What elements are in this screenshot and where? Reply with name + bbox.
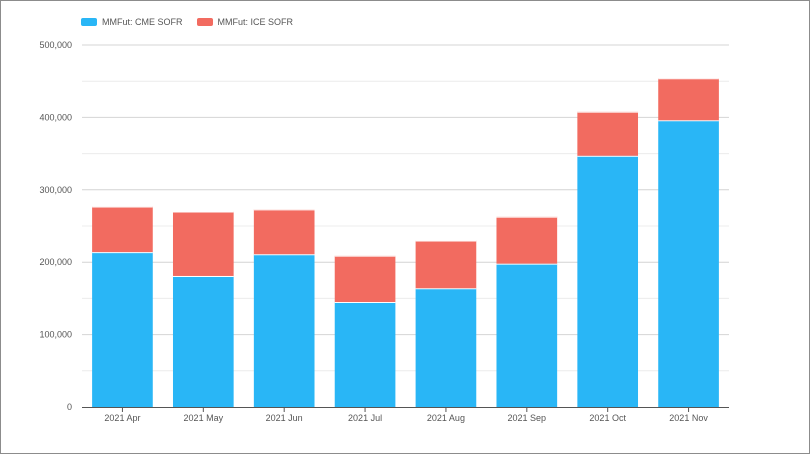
legend-swatch-cme-sofr [81,18,97,26]
bar-ice-sofr[interactable] [334,255,396,303]
y-tick-label: 300,000 [39,185,72,195]
x-tick-label: 2021 Oct [589,413,626,423]
x-tick-label: 2021 Apr [104,413,140,423]
bar-ice-sofr[interactable] [172,211,234,276]
y-tick-label: 100,000 [39,330,72,340]
y-tick-label: 500,000 [39,40,72,50]
bar-ice-sofr[interactable] [496,216,558,264]
bar-cme-sofr[interactable] [415,288,477,407]
bar-cme-sofr[interactable] [496,263,558,407]
bar-ice-sofr[interactable] [415,240,477,289]
x-tick-label: 2021 Nov [669,413,708,423]
legend-item-ice-sofr[interactable]: MMFut: ICE SOFR [196,17,294,27]
y-tick-label: 400,000 [39,112,72,122]
bar-ice-sofr[interactable] [253,209,315,255]
legend-label-ice-sofr: MMFut: ICE SOFR [217,17,294,27]
bar-ice-sofr[interactable] [92,206,153,253]
bar-cme-sofr[interactable] [334,302,396,407]
bar-ice-sofr[interactable] [658,78,719,121]
x-tick-label: 2021 May [184,413,224,423]
bar-cme-sofr[interactable] [172,275,234,407]
y-tick-label: 200,000 [39,257,72,267]
bar-cme-sofr[interactable] [577,155,639,407]
bar-cme-sofr[interactable] [253,254,315,407]
legend-swatch-ice-sofr [196,18,213,26]
x-tick-label: 2021 Sep [508,413,547,423]
bar-cme-sofr[interactable] [658,120,719,408]
x-tick-label: 2021 Aug [427,413,465,423]
legend-label-cme-sofr: MMFut: CME SOFR [102,17,183,27]
chart-legend: MMFut: CME SOFR MMFut: ICE SOFR [81,17,307,27]
x-tick-label: 2021 Jun [266,413,303,423]
bar-ice-sofr[interactable] [577,111,639,156]
bar-cme-sofr[interactable] [92,252,153,407]
legend-item-cme-sofr[interactable]: MMFut: CME SOFR [81,17,183,27]
x-tick-label: 2021 Jul [348,413,382,423]
y-tick-label: 0 [67,402,72,412]
